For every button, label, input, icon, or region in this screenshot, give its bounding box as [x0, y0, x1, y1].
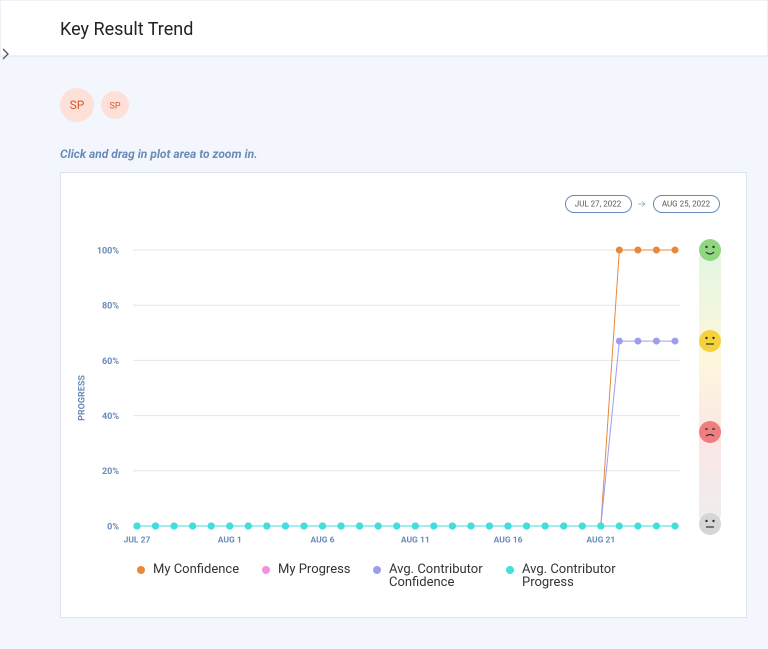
plot[interactable]: 0% 20% 40% 60% 80% 100% JUL 27 AUG 1 AUG 6 AUG 11… [97, 246, 680, 545]
chart-card [60, 172, 747, 618]
data-point [244, 522, 252, 530]
y-tick-label: 40% [102, 412, 119, 422]
data-point [615, 246, 623, 254]
data-point [319, 522, 327, 530]
data-point [523, 522, 531, 530]
legend-label: Avg. Contributor Progress [522, 562, 616, 590]
mood-scale [699, 249, 721, 525]
data-point [189, 522, 197, 530]
avatar[interactable] [101, 91, 129, 119]
y-tick-label: 60% [102, 357, 119, 367]
x-tick-label: AUG 11 [401, 535, 430, 545]
x-tick-label: JUL 27 [124, 535, 151, 545]
data-point [541, 522, 549, 530]
mood-happy [699, 239, 721, 261]
data-point [207, 522, 215, 530]
mood-sad [699, 421, 721, 443]
legend-item[interactable]: My Confidence [134, 563, 259, 589]
y-tick-label: 20% [102, 467, 119, 477]
legend-swatch [137, 566, 145, 574]
data-point [634, 337, 642, 345]
range-arrow [638, 201, 646, 207]
data-point [671, 522, 679, 530]
data-point [652, 246, 660, 254]
data-point [634, 246, 642, 254]
data-point [226, 522, 234, 530]
zoom-hint: Click and drag in plot area to zoom in. [60, 147, 258, 161]
data-point [411, 522, 419, 530]
y-tick-label: 0% [107, 522, 119, 532]
start-date: JUL 27, 2022 [575, 200, 622, 209]
legend-item[interactable]: My Progress [259, 563, 370, 589]
data-point [467, 522, 475, 530]
data-point [337, 522, 345, 530]
data-point [615, 522, 623, 530]
y-axis-label: PROGRESS [77, 375, 87, 421]
x-tick-label: AUG 16 [494, 535, 523, 545]
data-point [615, 337, 623, 345]
x-tick-label: AUG 1 [218, 535, 242, 545]
data-point [133, 522, 141, 530]
data-point [448, 522, 456, 530]
legend-label: My Confidence [153, 562, 240, 577]
mood-none [699, 513, 721, 535]
end-date: AUG 25, 2022 [662, 200, 711, 209]
x-tick-label: AUG 21 [586, 535, 615, 545]
legend-label: Avg. Contributor Confidence [389, 562, 483, 590]
y-tick-label: 100% [97, 246, 119, 256]
data-point [578, 522, 586, 530]
avatar-initials: SP [70, 98, 85, 112]
legend-item[interactable]: Avg. Contributor Confidence [370, 563, 503, 589]
data-point [263, 522, 271, 530]
data-point [393, 522, 401, 530]
data-point [374, 522, 382, 530]
date-pill[interactable] [653, 195, 720, 213]
legend-swatch [262, 566, 270, 574]
data-point [152, 522, 160, 530]
data-point [170, 522, 178, 530]
legend-label: My Progress [278, 562, 351, 577]
data-point [634, 522, 642, 530]
page-title: Key Result Trend [60, 19, 193, 40]
data-point [560, 522, 568, 530]
mood-icons [699, 239, 721, 535]
data-point [300, 522, 308, 530]
x-tick-label: AUG 6 [311, 535, 335, 545]
avatar-initials: SP [109, 101, 120, 111]
legend-swatch [506, 566, 514, 574]
data-point [281, 522, 289, 530]
header [0, 0, 768, 57]
avatar[interactable] [60, 88, 94, 122]
date-pill[interactable] [565, 195, 632, 213]
data-point [356, 522, 364, 530]
y-tick-label: 80% [102, 302, 119, 312]
data-point [652, 337, 660, 345]
expand-chevron[interactable] [2, 48, 9, 60]
legend-swatch [373, 566, 381, 574]
data-point [652, 522, 660, 530]
data-point [504, 522, 512, 530]
legend-item[interactable]: Avg. Contributor Progress [503, 563, 623, 589]
data-point [597, 522, 605, 530]
data-point [430, 522, 438, 530]
mood-neutral [699, 330, 721, 352]
legend: My Confidence My Progress Avg. Contributor… [134, 563, 623, 589]
data-point [485, 522, 493, 530]
data-point [671, 246, 679, 254]
data-point [671, 337, 679, 345]
